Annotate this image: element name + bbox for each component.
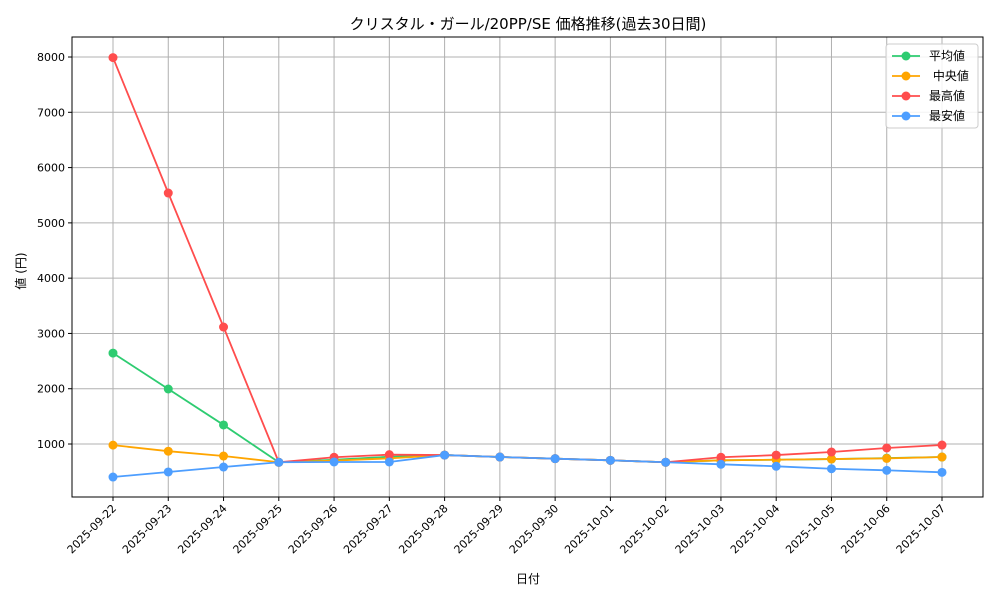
data-point bbox=[882, 465, 892, 475]
legend-marker bbox=[901, 51, 911, 61]
y-tick-label: 5000 bbox=[37, 217, 65, 230]
data-point bbox=[384, 457, 394, 467]
series-line bbox=[112, 352, 943, 464]
data-point bbox=[826, 464, 836, 474]
data-point bbox=[716, 459, 726, 469]
legend-marker bbox=[901, 111, 911, 121]
x-tick-label: 2025-10-02 bbox=[617, 502, 671, 556]
x-tick-label: 2025-10-01 bbox=[562, 502, 616, 556]
data-point bbox=[882, 453, 892, 463]
data-point bbox=[771, 450, 781, 460]
data-point bbox=[937, 452, 947, 462]
data-point bbox=[937, 467, 947, 477]
x-axis-label: 日付 bbox=[516, 572, 540, 586]
data-point bbox=[219, 420, 229, 430]
x-tick-label: 2025-10-05 bbox=[783, 502, 837, 556]
legend-marker bbox=[901, 71, 911, 81]
legend-label: 最安値 bbox=[929, 108, 965, 123]
data-point bbox=[163, 188, 173, 198]
data-point bbox=[716, 452, 726, 462]
grid bbox=[72, 37, 983, 497]
y-tick-label: 4000 bbox=[37, 272, 65, 285]
data-point bbox=[219, 451, 229, 461]
x-tick-label: 2025-09-22 bbox=[65, 502, 119, 556]
y-tick-label: 2000 bbox=[37, 383, 65, 396]
legend-label: 中央値 bbox=[929, 68, 969, 83]
data-point bbox=[882, 443, 892, 453]
y-tick-label: 3000 bbox=[37, 327, 65, 340]
y-tick-label: 7000 bbox=[37, 106, 65, 119]
data-point bbox=[661, 457, 671, 467]
x-axis: 2025-09-22 2025-09-23 2025-09-24 2025-09-25… bbox=[65, 497, 948, 556]
data-point bbox=[108, 348, 118, 358]
data-point bbox=[108, 472, 118, 482]
y-axis: 1000 2000 3000 4000 5000 6000 7000 8000 bbox=[37, 51, 72, 451]
legend-box bbox=[885, 43, 979, 129]
series-line bbox=[112, 57, 943, 464]
data-point bbox=[826, 447, 836, 457]
series-layer bbox=[108, 53, 947, 482]
y-axis-label: 値 (円) bbox=[13, 252, 28, 289]
y-tick-label: 1000 bbox=[37, 438, 65, 451]
x-tick-label: 2025-10-04 bbox=[728, 502, 782, 556]
data-point bbox=[440, 450, 450, 460]
x-tick-label: 2025-09-28 bbox=[396, 502, 450, 556]
data-point bbox=[163, 467, 173, 477]
data-point bbox=[495, 452, 505, 462]
x-tick-label: 2025-10-06 bbox=[838, 502, 892, 556]
legend-label: 最高値 bbox=[929, 88, 965, 103]
x-tick-label: 2025-09-24 bbox=[175, 502, 229, 556]
x-tick-label: 2025-09-29 bbox=[452, 502, 506, 556]
data-point bbox=[550, 454, 560, 464]
legend-marker bbox=[901, 91, 911, 101]
data-point bbox=[219, 462, 229, 472]
series-line bbox=[112, 454, 943, 478]
y-tick-label: 6000 bbox=[37, 162, 65, 175]
data-point bbox=[329, 457, 339, 467]
data-point bbox=[163, 446, 173, 456]
chart-title: クリスタル・ガール/20PP/SE 価格推移(過去30日間) bbox=[350, 15, 707, 33]
data-point bbox=[274, 457, 284, 467]
x-tick-label: 2025-09-25 bbox=[231, 502, 285, 556]
x-tick-label: 2025-09-30 bbox=[507, 502, 561, 556]
plot-area bbox=[71, 36, 984, 498]
data-point bbox=[605, 455, 615, 465]
legend-label: 平均値 bbox=[929, 48, 965, 63]
data-point bbox=[108, 53, 118, 63]
x-tick-label: 2025-10-07 bbox=[894, 502, 948, 556]
data-point bbox=[108, 440, 118, 450]
x-tick-label: 2025-09-27 bbox=[341, 502, 395, 556]
data-point bbox=[163, 384, 173, 394]
data-point bbox=[937, 440, 947, 450]
x-tick-label: 2025-09-26 bbox=[286, 502, 340, 556]
data-point bbox=[384, 450, 394, 460]
data-point bbox=[826, 454, 836, 464]
y-tick-label: 8000 bbox=[37, 51, 65, 64]
x-tick-label: 2025-09-23 bbox=[120, 502, 174, 556]
x-tick-label: 2025-10-03 bbox=[673, 502, 727, 556]
data-point bbox=[219, 322, 229, 332]
data-point bbox=[771, 461, 781, 471]
